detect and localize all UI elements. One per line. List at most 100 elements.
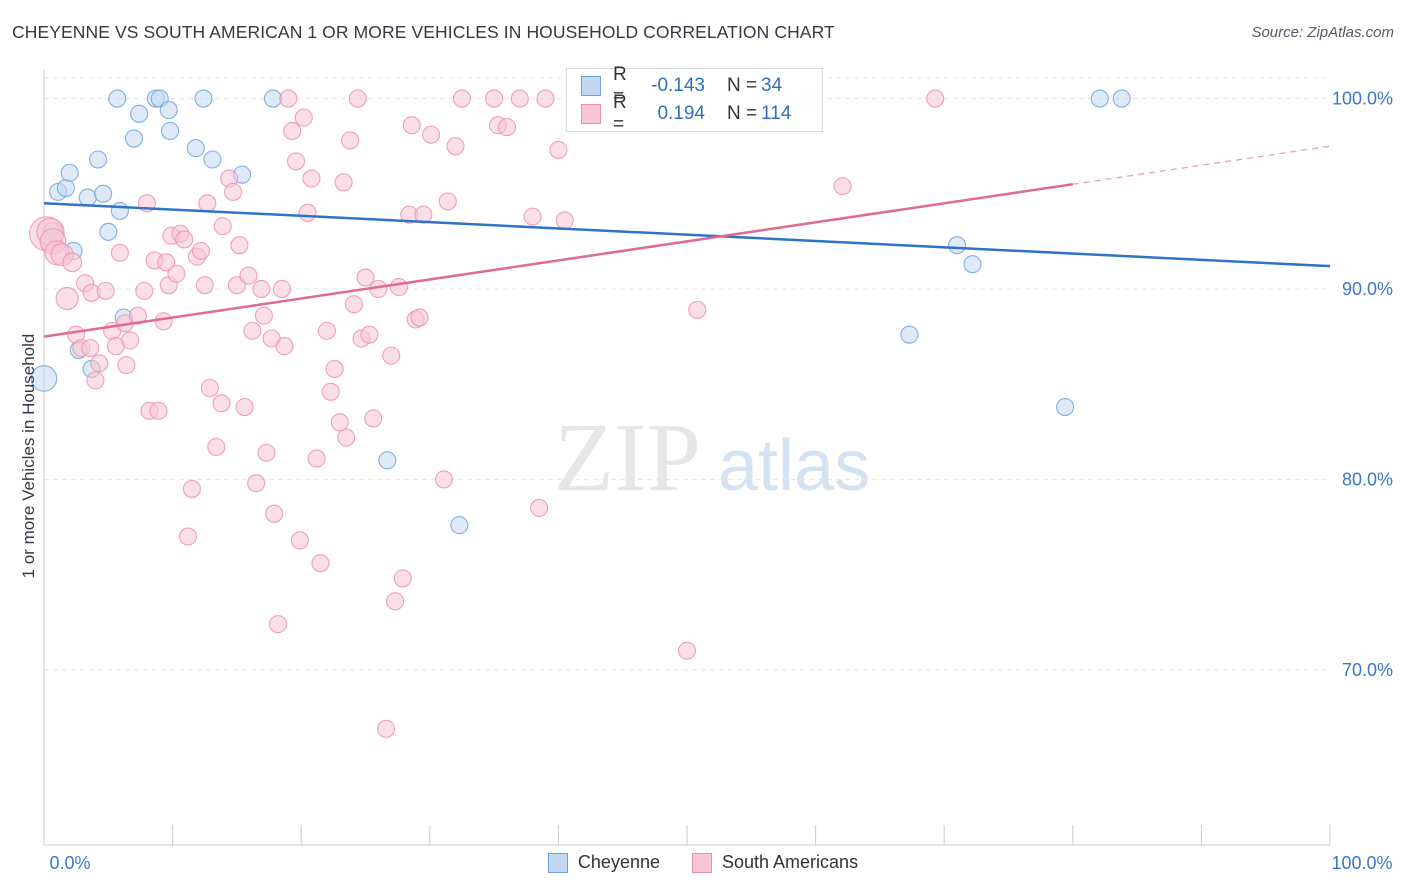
point-south-americans — [223, 182, 243, 201]
point-south-americans — [317, 321, 336, 340]
y-tick-label: 90.0% — [1342, 279, 1393, 299]
axes — [43, 70, 1331, 846]
point-cheyenne — [78, 188, 97, 207]
point-south-americans — [434, 470, 453, 489]
series-legend: Cheyenne South Americans — [0, 852, 1406, 873]
point-south-americans — [438, 192, 457, 211]
point-south-americans — [283, 121, 302, 140]
point-south-americans — [254, 306, 273, 325]
point-south-americans — [446, 137, 465, 156]
y-tick-label: 70.0% — [1342, 660, 1393, 680]
point-south-americans — [243, 321, 262, 340]
point-cheyenne — [963, 255, 982, 274]
point-cheyenne — [203, 150, 222, 169]
point-south-americans — [230, 236, 249, 255]
point-south-americans — [128, 306, 147, 325]
watermark-atlas: atlas — [718, 426, 870, 506]
point-south-americans — [269, 615, 288, 634]
point-south-americans — [321, 382, 340, 401]
legend-r-value: 0.194 — [657, 103, 705, 124]
point-south-americans — [265, 504, 284, 523]
point-south-americans — [55, 286, 79, 311]
point-south-americans — [549, 140, 568, 160]
point-south-americans — [360, 325, 379, 344]
point-south-americans — [341, 131, 360, 150]
point-south-americans — [356, 268, 375, 287]
point-south-americans — [167, 264, 186, 283]
legend-n-label: N = — [727, 75, 758, 96]
point-south-americans — [90, 354, 109, 373]
legend-r-label: R = — [613, 64, 627, 107]
point-south-americans — [157, 253, 176, 272]
legend-row-cheyenne: R = -0.143 N = 34 — [581, 64, 783, 107]
x-tick-label: 0.0% — [49, 853, 90, 873]
point-south-americans — [154, 312, 173, 331]
point-cheyenne — [186, 139, 205, 158]
legend-n-value: 34 — [761, 75, 783, 96]
point-south-americans — [302, 169, 321, 188]
point-south-americans — [402, 116, 421, 135]
point-south-americans — [207, 437, 226, 457]
point-south-americans — [452, 89, 472, 108]
tick-labels: 100.0% 90.0% 80.0% 70.0% 0.0% 100.0% — [49, 89, 1393, 873]
point-cheyenne — [378, 451, 397, 470]
point-south-americans — [337, 428, 356, 447]
series-swatch-south-americans — [692, 852, 712, 873]
legend-swatch-cheyenne — [581, 76, 601, 96]
point-south-americans — [62, 252, 83, 273]
point-cheyenne — [56, 179, 75, 198]
chart-title: CHEYENNE VS SOUTH AMERICAN 1 OR MORE VEH… — [12, 22, 835, 42]
legend-n-label: N = — [727, 103, 758, 124]
point-south-americans — [195, 276, 214, 295]
series-label-south-americans: South Americans — [722, 852, 859, 872]
y-tick-label: 100.0% — [1332, 89, 1393, 109]
point-south-americans — [393, 569, 412, 588]
point-south-americans — [198, 194, 217, 213]
point-cheyenne — [900, 325, 919, 344]
point-south-americans — [149, 401, 168, 420]
point-cheyenne — [159, 100, 178, 120]
point-south-americans — [212, 394, 231, 413]
point-south-americans — [677, 641, 697, 660]
trend-lines — [43, 145, 1331, 338]
point-south-americans — [688, 300, 707, 319]
series-legend-south-americans[interactable]: South Americans — [692, 852, 858, 873]
point-south-americans — [252, 279, 271, 299]
point-south-americans — [330, 413, 349, 432]
point-south-americans — [279, 89, 298, 108]
point-south-americans — [272, 279, 291, 299]
point-south-americans — [135, 281, 154, 300]
watermark: ZIP atlas — [554, 404, 870, 512]
point-south-americans — [117, 356, 136, 375]
point-south-americans — [247, 474, 266, 493]
legend-r-label: R = — [613, 92, 627, 135]
point-south-americans — [200, 378, 219, 398]
trend-line-dashed-south-americans — [1072, 145, 1331, 185]
point-cheyenne — [94, 184, 113, 203]
point-south-americans — [422, 125, 441, 144]
stats-legend: R = -0.143 N = 34 R = 0.194 N = 114 — [566, 64, 823, 135]
point-south-americans — [294, 108, 313, 127]
point-south-americans — [121, 331, 140, 350]
point-south-americans — [178, 527, 198, 546]
point-south-americans — [364, 409, 383, 428]
point-cheyenne — [160, 121, 180, 140]
point-south-americans — [86, 371, 105, 390]
point-south-americans — [239, 266, 258, 285]
series-legend-cheyenne[interactable]: Cheyenne — [547, 852, 660, 873]
point-south-americans — [530, 498, 549, 518]
point-south-americans — [235, 397, 254, 417]
y-tick-label: 80.0% — [1342, 469, 1393, 489]
watermark-zip: ZIP — [554, 404, 701, 512]
point-south-americans — [110, 243, 129, 262]
point-cheyenne — [1112, 89, 1131, 108]
point-south-americans — [926, 89, 945, 108]
point-south-americans — [555, 211, 574, 230]
point-south-americans — [290, 531, 309, 550]
legend-r-value: -0.143 — [651, 75, 705, 96]
point-cheyenne — [130, 104, 149, 123]
point-south-americans — [182, 479, 201, 498]
point-cheyenne — [30, 365, 58, 392]
x-tick-label: 100.0% — [1331, 853, 1392, 873]
